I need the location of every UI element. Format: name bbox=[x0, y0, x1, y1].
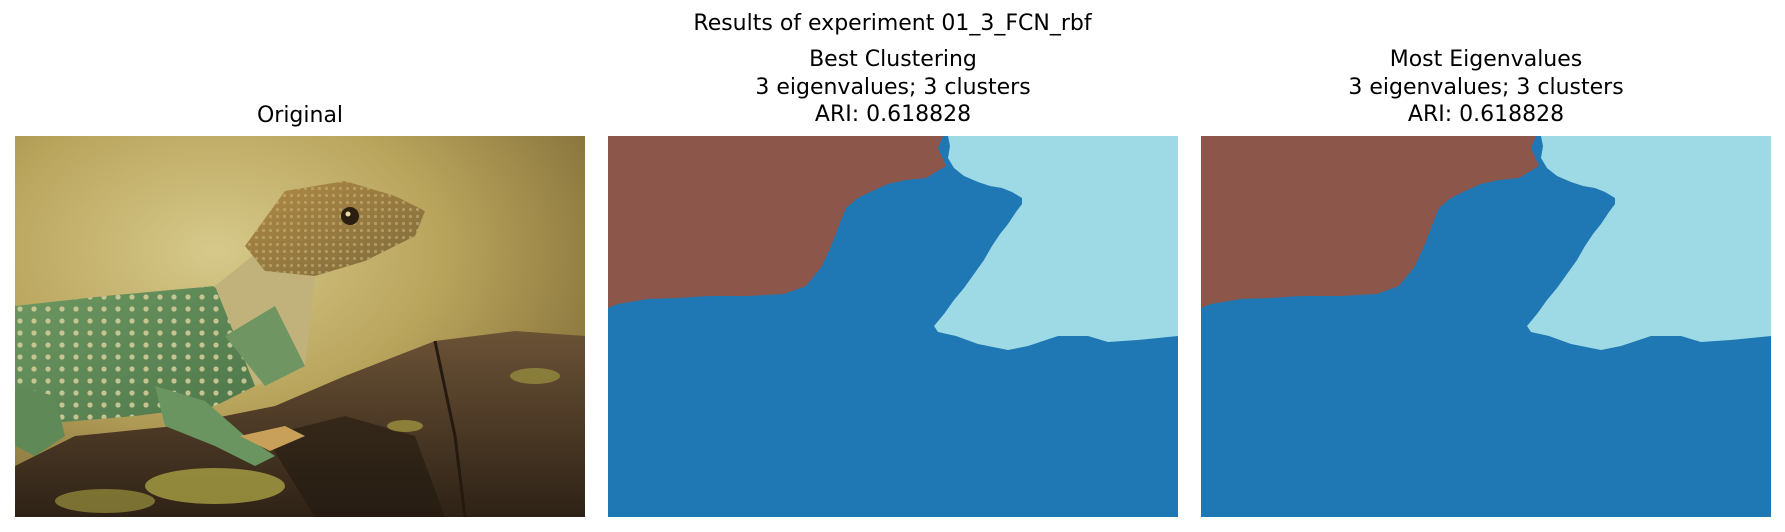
figure-title: Results of experiment 01_3_FCN_rbf bbox=[693, 11, 1092, 36]
panel-title-line: Most Eigenvalues bbox=[1389, 47, 1583, 72]
panel-most-eigenvalues: Most Eigenvalues 3 eigenvalues; 3 cluste… bbox=[1201, 0, 1771, 532]
panel-title-line: 3 eigenvalues; 3 clusters bbox=[1348, 74, 1624, 100]
panel-best-clustering: Best Clustering 3 eigenvalues; 3 cluster… bbox=[608, 0, 1178, 532]
lizard-photo bbox=[15, 136, 585, 517]
cluster-segmentation-map bbox=[1201, 136, 1771, 517]
panel-title-line: ARI: 0.618828 bbox=[1407, 102, 1565, 127]
cluster-region-brown bbox=[608, 136, 946, 308]
cluster-region-brown bbox=[1201, 136, 1539, 308]
panel-title-line: 3 eigenvalues; 3 clusters bbox=[755, 74, 1031, 100]
original-image bbox=[15, 136, 585, 517]
most-eigenvalues-image bbox=[1201, 136, 1771, 517]
panel-original-title: Original bbox=[15, 102, 585, 130]
panel-original: Original bbox=[15, 0, 585, 532]
panel-title-line: Best Clustering bbox=[809, 47, 977, 72]
cluster-region-light-blue bbox=[1527, 136, 1771, 350]
panel-best-clustering-title: Best Clustering 3 eigenvalues; 3 cluster… bbox=[608, 46, 1178, 129]
panel-original-title-line: Original bbox=[256, 103, 344, 128]
best-clustering-image bbox=[608, 136, 1178, 517]
cluster-segmentation-map bbox=[608, 136, 1178, 517]
panel-most-eigenvalues-title: Most Eigenvalues 3 eigenvalues; 3 cluste… bbox=[1201, 46, 1771, 129]
panel-title-line: ARI: 0.618828 bbox=[814, 102, 972, 127]
cluster-region-light-blue bbox=[934, 136, 1178, 350]
